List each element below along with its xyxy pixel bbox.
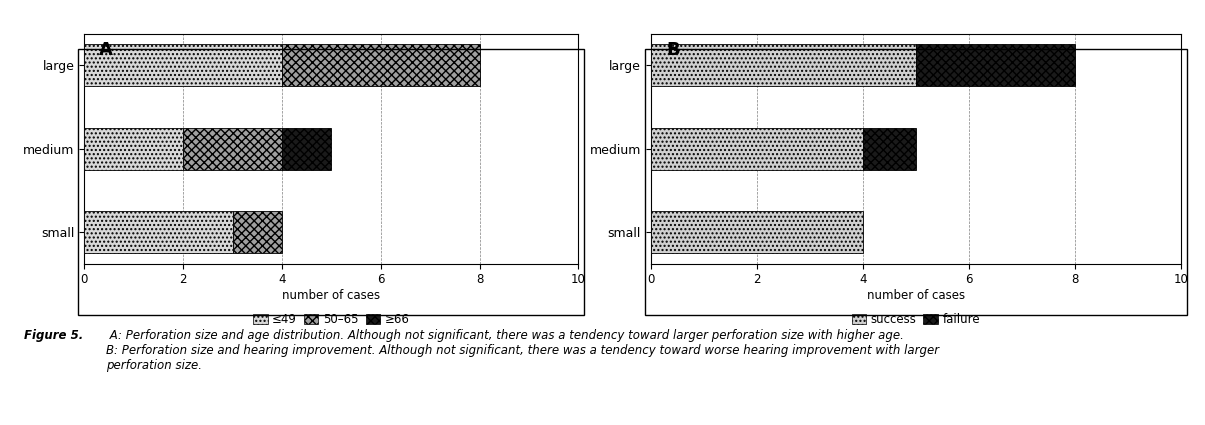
Bar — [651, 128, 863, 170]
X-axis label: number of cases: number of cases — [866, 289, 965, 302]
Text: A: Perforation size and age distribution. Although not significant, there was a : A: Perforation size and age distribution… — [106, 329, 939, 372]
Bar — [233, 211, 282, 253]
Legend: ≤49, 50–65, ≥66: ≤49, 50–65, ≥66 — [251, 311, 412, 329]
Bar — [651, 211, 863, 253]
Bar — [84, 45, 282, 86]
Text: A: A — [99, 41, 113, 59]
Bar — [282, 45, 480, 86]
Bar — [84, 128, 183, 170]
Bar — [916, 45, 1075, 86]
X-axis label: number of cases: number of cases — [282, 289, 381, 302]
Bar — [651, 45, 916, 86]
Bar — [183, 128, 282, 170]
Bar — [282, 128, 331, 170]
Text: B: B — [666, 41, 681, 59]
Bar — [84, 211, 233, 253]
Legend: success, failure: success, failure — [850, 311, 982, 329]
Text: Figure 5.: Figure 5. — [24, 329, 83, 343]
Bar — [863, 128, 916, 170]
